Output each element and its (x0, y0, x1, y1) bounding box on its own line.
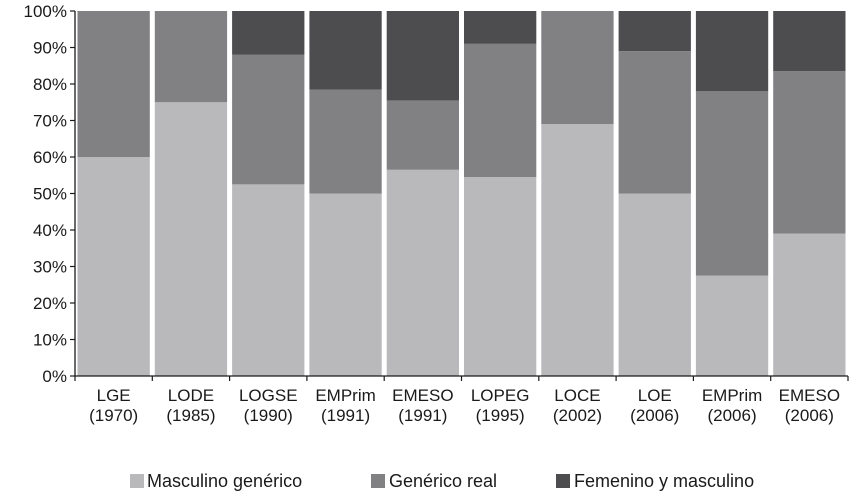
y-tick-label: 70% (33, 112, 67, 131)
category-label: LOPEG (1995) (471, 386, 530, 425)
bar-segment-1-cat-4 (309, 193, 382, 376)
bar-segment-1-cat-9 (695, 275, 769, 376)
bar-segment-1-cat-2 (154, 102, 228, 376)
y-tick-label: 30% (33, 258, 67, 277)
bar-segment-3-cat-4 (309, 11, 382, 90)
legend: Masculino genérico Genérico real Femenino … (130, 471, 754, 491)
bar-segment-1-cat-1 (77, 157, 150, 376)
category-labels: LGE (1970)LODE (1985)LOGSE (1990)EMPrim (199… (89, 386, 840, 425)
category-label: EMESO (2006) (779, 386, 840, 425)
bar-segment-3-cat-9 (695, 11, 769, 92)
bar-segment-3-cat-3 (232, 11, 305, 55)
y-tick-label: 20% (33, 294, 67, 313)
bar-segment-2-cat-7 (541, 11, 614, 125)
category-label: LOCE (2002) (553, 386, 602, 425)
category-label-line: EMESO (779, 386, 840, 405)
legend-swatch-1 (130, 474, 144, 488)
bar-segment-3-cat-5 (386, 11, 459, 101)
bar-segment-1-cat-10 (773, 233, 846, 376)
legend-label-1: Masculino genérico (147, 471, 302, 491)
y-tick-label: 50% (33, 185, 67, 204)
category-label-line: (1991) (321, 406, 370, 425)
bar-segment-1-cat-8 (618, 193, 691, 376)
bar-segment-1-cat-6 (464, 177, 537, 376)
legend-label-2: Genérico real (389, 471, 497, 491)
category-label: EMPrim (2006) (702, 386, 762, 425)
category-label: LOE (2006) (630, 386, 679, 425)
category-label-line: LOCE (554, 386, 600, 405)
category-label-line: (2006) (707, 406, 756, 425)
legend-swatch-3 (556, 474, 570, 488)
category-label-line: (1991) (398, 406, 447, 425)
y-tick-label: 40% (33, 221, 67, 240)
category-label: EMPrim (1991) (315, 386, 375, 425)
bar-segment-2-cat-4 (309, 89, 382, 194)
category-label-line: LOPEG (471, 386, 530, 405)
axes-group (70, 10, 849, 381)
category-label-line: EMESO (392, 386, 453, 405)
bars-group (77, 11, 846, 377)
bar-segment-2-cat-6 (464, 43, 537, 178)
y-tick-label: 10% (33, 331, 67, 350)
y-tick-labels: 0% 10% 20% 30% 40% 50% 60% 70% 80% 90% 100% (24, 2, 67, 386)
bar-segment-2-cat-5 (386, 100, 459, 170)
category-label-line: EMPrim (702, 386, 762, 405)
bar-segment-1-cat-7 (541, 124, 614, 377)
bar-segment-2-cat-8 (618, 51, 691, 194)
category-label: LGE (1970) (89, 386, 138, 425)
bar-segment-2-cat-10 (773, 71, 846, 234)
y-tick-label: 60% (33, 148, 67, 167)
category-label-line: (1995) (476, 406, 525, 425)
category-label-line: LOGSE (239, 386, 298, 405)
category-label-line: (2006) (785, 406, 834, 425)
category-label-line: EMPrim (315, 386, 375, 405)
category-label-line: (1970) (89, 406, 138, 425)
category-label-line: LODE (168, 386, 214, 405)
y-tick-label: 80% (33, 75, 67, 94)
legend-swatch-2 (371, 474, 385, 488)
category-label-line: LGE (97, 386, 131, 405)
category-label-line: LOE (638, 386, 672, 405)
y-tick-label: 0% (42, 367, 67, 386)
bar-segment-3-cat-8 (618, 11, 691, 52)
category-label: EMESO (1991) (392, 386, 453, 425)
category-label-line: (1990) (244, 406, 293, 425)
bar-segment-2-cat-1 (77, 11, 150, 157)
bar-segment-1-cat-5 (386, 169, 459, 376)
bar-segment-1-cat-3 (232, 184, 305, 376)
category-label-line: (2006) (630, 406, 679, 425)
category-label: LODE (1985) (166, 386, 215, 425)
legend-label-3: Femenino y masculino (574, 471, 754, 491)
y-tick-label: 90% (33, 39, 67, 58)
bar-segment-2-cat-2 (154, 11, 228, 103)
category-label: LOGSE (1990) (239, 386, 298, 425)
category-label-line: (2002) (553, 406, 602, 425)
bar-segment-2-cat-3 (232, 54, 305, 185)
bar-segment-3-cat-6 (464, 11, 537, 44)
bar-segment-3-cat-10 (773, 11, 846, 72)
category-label-line: (1985) (166, 406, 215, 425)
y-tick-label: 100% (24, 2, 67, 21)
bar-segment-2-cat-9 (695, 91, 769, 276)
